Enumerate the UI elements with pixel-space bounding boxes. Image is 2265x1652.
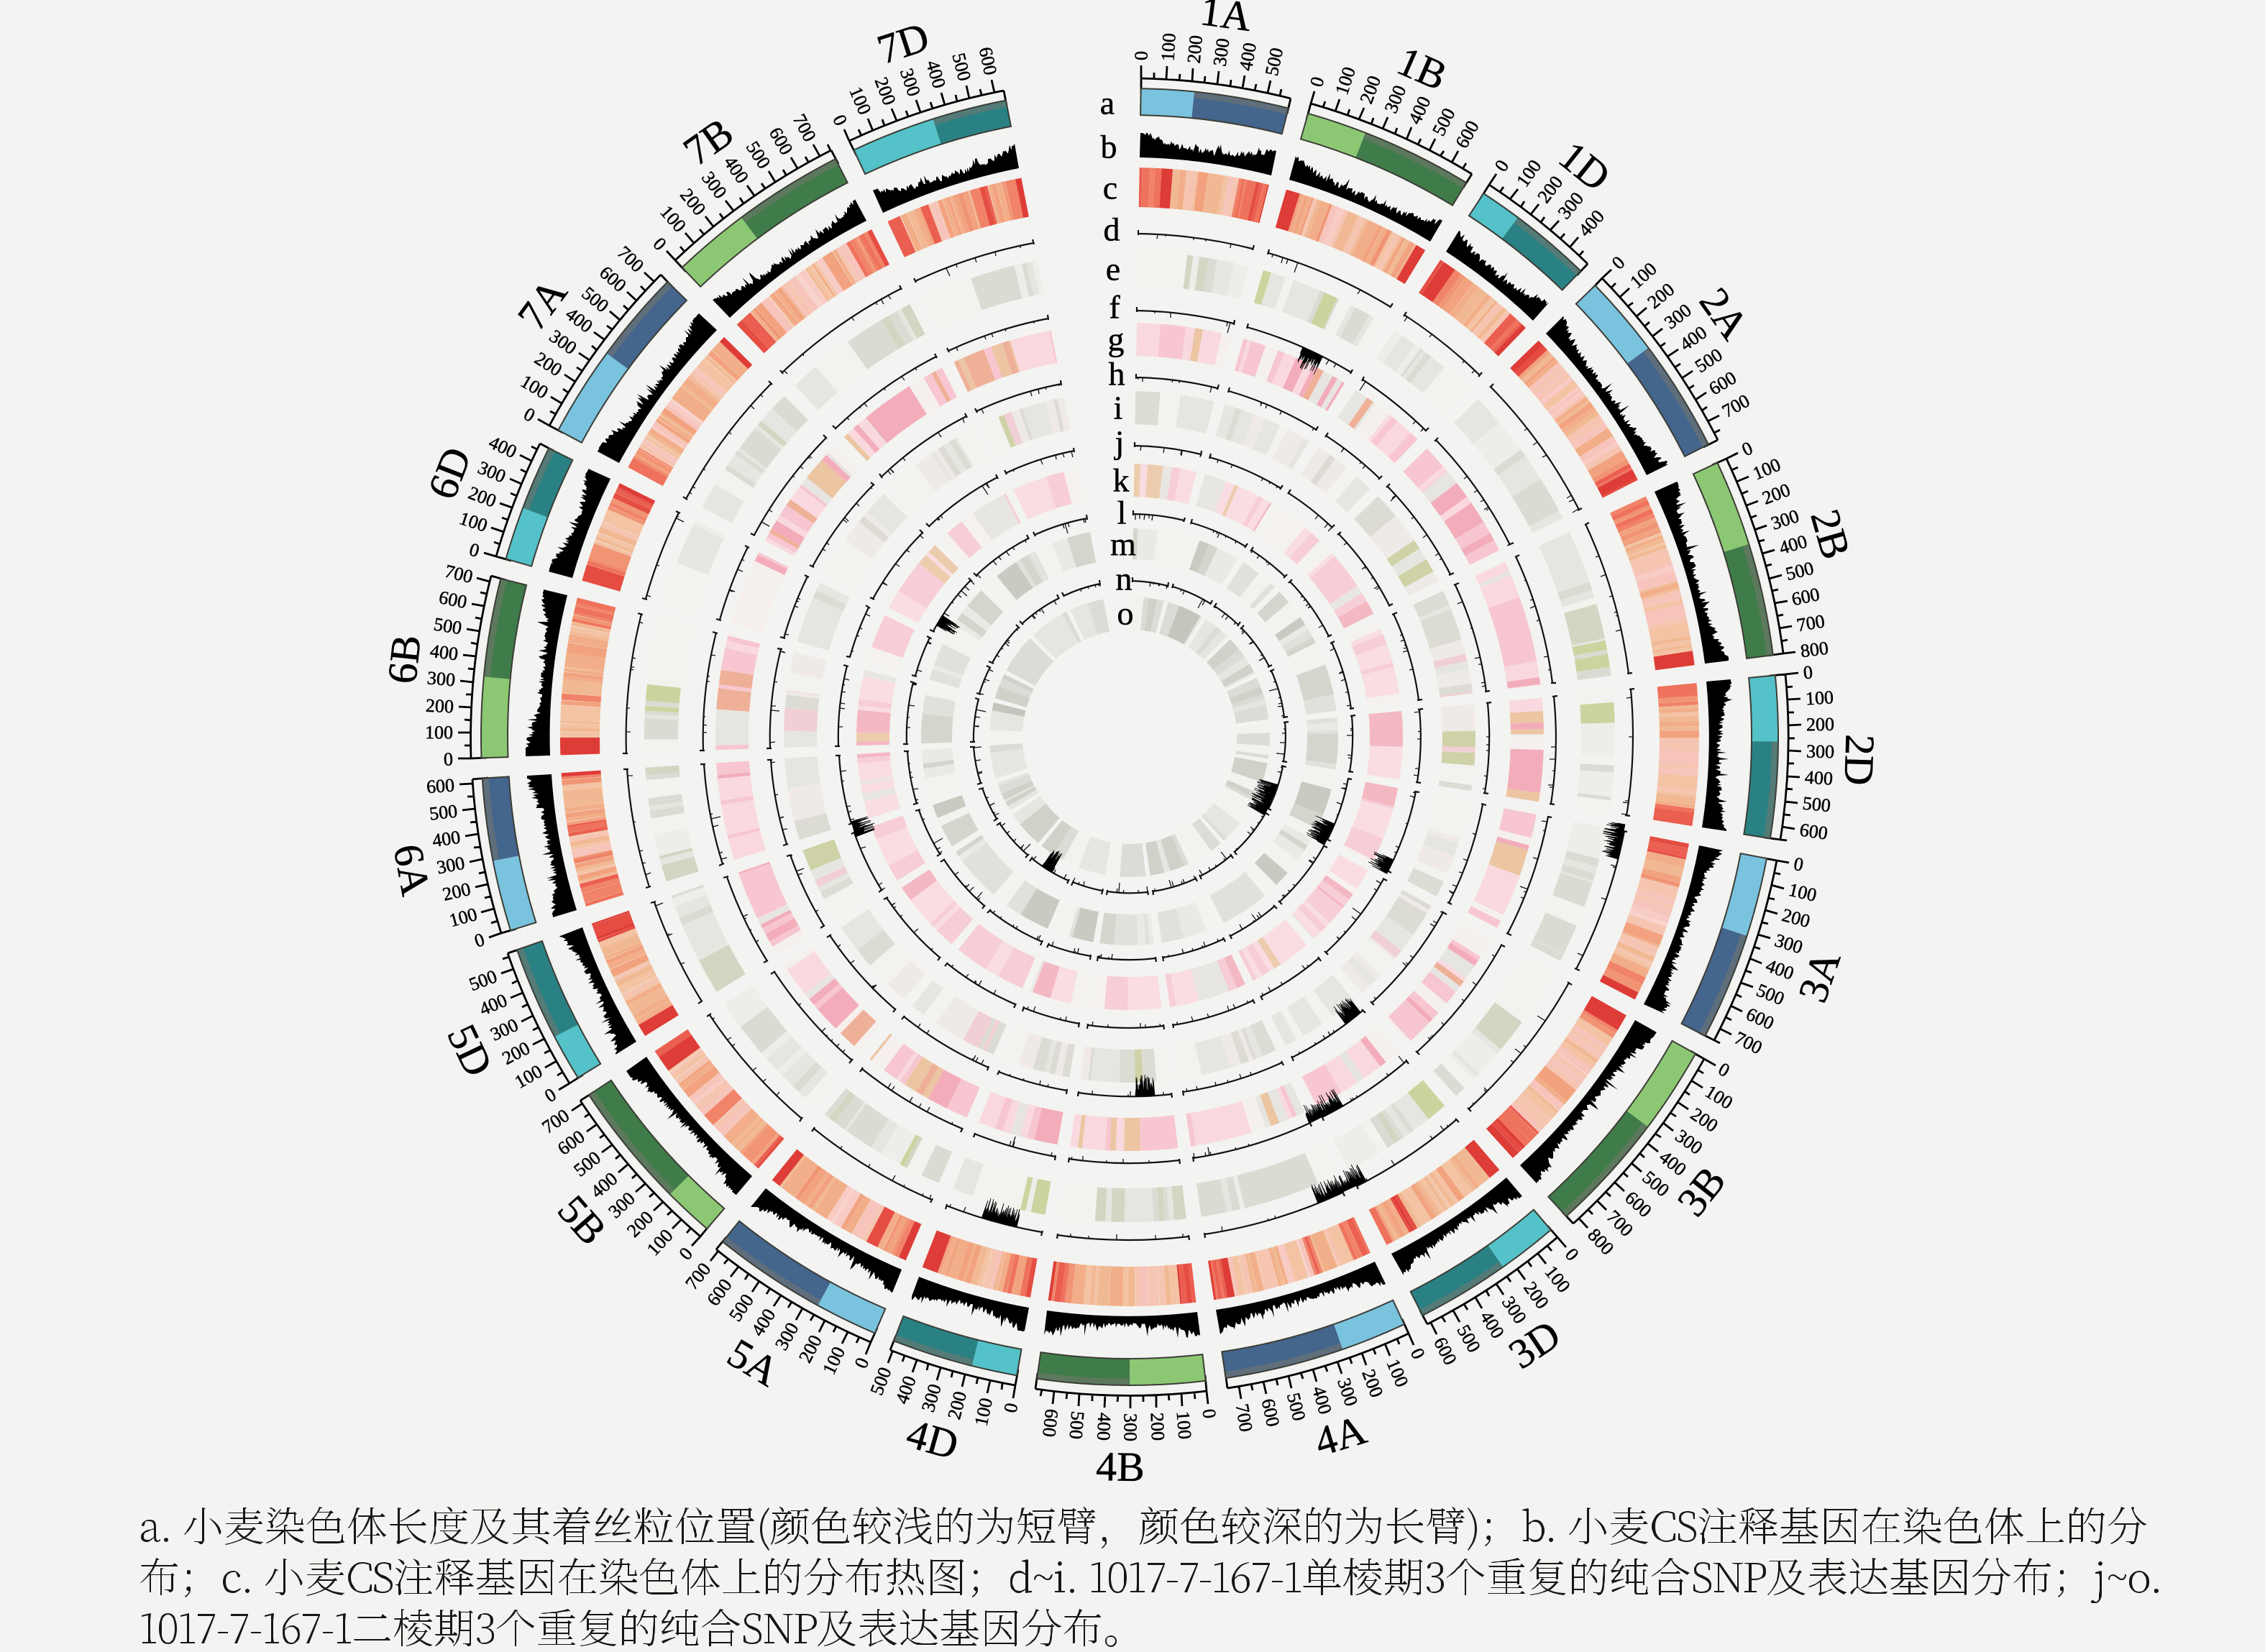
- svg-text:300: 300: [426, 667, 456, 690]
- svg-text:400: 400: [1235, 41, 1260, 72]
- svg-text:g: g: [1108, 321, 1125, 358]
- svg-text:0: 0: [999, 1401, 1022, 1414]
- svg-text:6B: 6B: [378, 633, 430, 686]
- svg-text:200: 200: [425, 695, 454, 717]
- svg-text:f: f: [1109, 289, 1120, 326]
- svg-text:500: 500: [432, 613, 463, 638]
- svg-text:600: 600: [426, 775, 455, 798]
- svg-text:100: 100: [425, 722, 453, 743]
- svg-text:h: h: [1109, 356, 1125, 393]
- svg-text:300: 300: [1806, 741, 1835, 763]
- svg-text:6A: 6A: [385, 840, 440, 899]
- svg-text:c: c: [1103, 170, 1117, 206]
- svg-text:4B: 4B: [1096, 1443, 1145, 1490]
- svg-text:700: 700: [1795, 610, 1826, 635]
- svg-text:0: 0: [444, 749, 454, 770]
- svg-text:1A: 1A: [1198, 0, 1255, 40]
- svg-text:500: 500: [429, 801, 459, 825]
- svg-text:700: 700: [1232, 1403, 1257, 1433]
- svg-text:500: 500: [1066, 1410, 1089, 1440]
- svg-text:0: 0: [1803, 661, 1814, 683]
- svg-text:400: 400: [431, 827, 462, 851]
- svg-text:o: o: [1117, 595, 1134, 632]
- svg-text:300: 300: [1209, 37, 1234, 68]
- svg-text:600: 600: [1038, 1408, 1062, 1438]
- svg-text:b: b: [1101, 129, 1117, 165]
- svg-text:100: 100: [1158, 32, 1180, 62]
- svg-text:a: a: [1100, 85, 1115, 121]
- svg-text:400: 400: [1093, 1412, 1115, 1441]
- svg-text:100: 100: [1805, 687, 1834, 709]
- svg-text:0: 0: [1792, 853, 1805, 876]
- svg-text:400: 400: [429, 641, 459, 665]
- svg-text:600: 600: [1798, 820, 1829, 844]
- svg-text:200: 200: [1147, 1412, 1169, 1441]
- svg-text:l: l: [1117, 495, 1127, 531]
- svg-text:0: 0: [1131, 51, 1152, 61]
- svg-text:200: 200: [1184, 35, 1207, 65]
- svg-text:200: 200: [1806, 714, 1835, 735]
- svg-text:e: e: [1106, 251, 1120, 288]
- svg-text:2D: 2D: [1835, 734, 1883, 786]
- svg-text:i: i: [1114, 390, 1123, 426]
- svg-text:k: k: [1113, 462, 1130, 499]
- svg-text:500: 500: [1802, 793, 1832, 817]
- svg-text:m: m: [1110, 526, 1136, 563]
- svg-text:0: 0: [1199, 1408, 1220, 1419]
- svg-text:n: n: [1116, 561, 1132, 597]
- svg-text:j: j: [1114, 424, 1125, 461]
- svg-text:d: d: [1104, 211, 1120, 248]
- svg-text:100: 100: [1173, 1410, 1196, 1440]
- svg-text:400: 400: [1804, 767, 1834, 789]
- svg-text:800: 800: [1799, 638, 1829, 662]
- svg-text:300: 300: [1120, 1413, 1141, 1441]
